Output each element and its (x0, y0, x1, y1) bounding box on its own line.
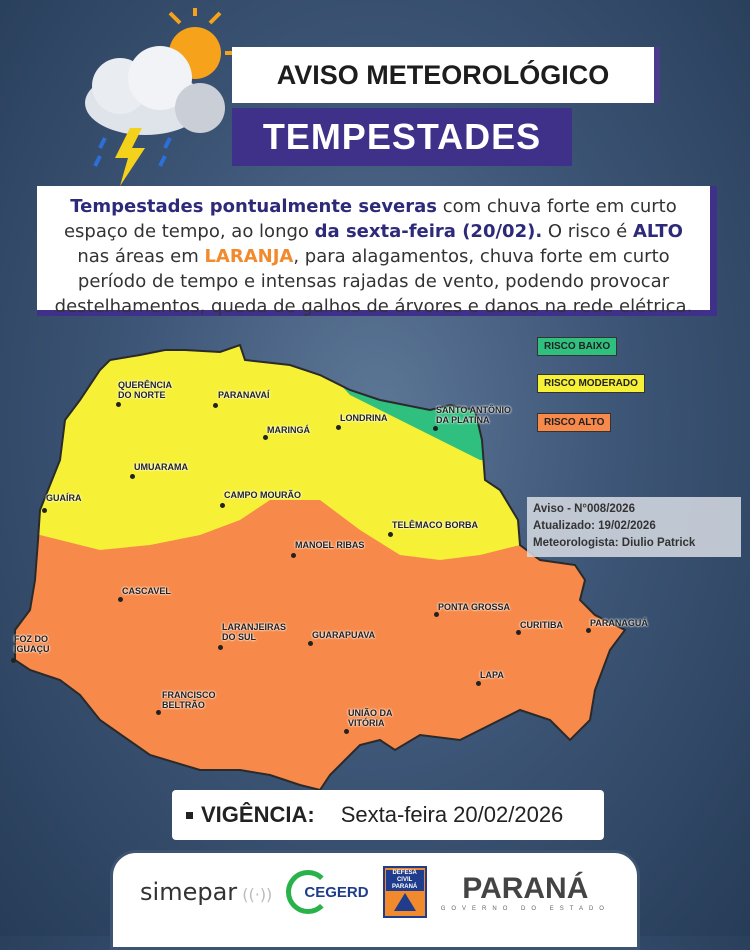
city-label: CASCAVEL (122, 586, 171, 596)
city-marker (434, 612, 439, 617)
city-label: UNIÃO DA VITÓRIA (348, 708, 393, 728)
city-label: LAPA (480, 670, 504, 680)
legend-moderate: RISCO MODERADO (537, 374, 645, 393)
cegerd-logo: CEGERD (286, 870, 369, 914)
city-label: LONDRINA (340, 413, 388, 423)
legend-low: RISCO BAIXO (537, 337, 618, 356)
simepar-logo: simepar ((·)) (140, 878, 273, 906)
city-label: PONTA GROSSA (438, 602, 511, 612)
city-label: GUARAPUAVA (312, 630, 376, 640)
city-marker (218, 645, 223, 650)
city-marker (586, 628, 591, 633)
updated-date: Atualizado: 19/02/2026 (533, 520, 656, 532)
city-label: PARANAGUÁ (590, 618, 648, 628)
city-marker (263, 435, 268, 440)
defesa-civil-triangle-icon (393, 893, 416, 911)
validity-bar: VIGÊNCIA: Sexta-feira 20/02/2026 (172, 790, 604, 840)
city-marker (344, 729, 349, 734)
city-marker (42, 508, 47, 513)
city-marker (388, 532, 393, 537)
city-label: MARINGÁ (267, 425, 310, 435)
city-marker (220, 503, 225, 508)
defesa-civil-logo: DEFESA CIVIL PARANÁ (382, 866, 427, 918)
footer-logos: simepar ((·)) CEGERD DEFESA CIVIL PARANÁ… (110, 850, 640, 950)
city-label: SANTO ANTÔNIO DA PLATINA (436, 405, 512, 425)
city-marker (336, 425, 341, 430)
city-marker (476, 681, 481, 686)
city-label: UMUARAMA (134, 462, 188, 472)
city-label: MANOEL RIBAS (295, 540, 365, 550)
meteorologist: Meteorologista: Diulio Patrick (533, 537, 696, 549)
city-marker (213, 403, 218, 408)
city-marker (516, 630, 521, 635)
city-marker (433, 426, 438, 431)
city-marker (118, 597, 123, 602)
city-label: GUAÍRA (46, 493, 82, 503)
city-marker (308, 641, 313, 646)
city-marker (11, 658, 16, 663)
page-subtitle: TEMPESTADES (232, 108, 572, 166)
city-marker (130, 474, 135, 479)
city-label: QUERÊNCIA DO NORTE (118, 380, 173, 400)
city-label: FRANCISCO BELTRÃO (162, 690, 216, 710)
bullet-icon (186, 811, 193, 819)
warning-info-box: Aviso - N°008/2026 Atualizado: 19/02/202… (527, 497, 741, 557)
city-label: FOZ DO IGUAÇU (14, 634, 50, 654)
city-label: CAMPO MOURÃO (224, 490, 301, 500)
warning-description: Tempestades pontualmente severas com chu… (37, 186, 717, 317)
city-label: LARANJEIRAS DO SUL (222, 622, 287, 642)
city-label: CURITIBA (520, 620, 563, 630)
city-marker (116, 402, 121, 407)
parana-logo: PARANÁ GOVERNO DO ESTADO (440, 872, 610, 912)
page-title: AVISO METEOROLÓGICO (232, 47, 660, 103)
cegerd-icon (286, 870, 331, 914)
city-label: PARANAVAÍ (218, 390, 270, 400)
legend-high: RISCO ALTO (537, 413, 612, 432)
validity-label: VIGÊNCIA: (201, 802, 315, 827)
city-marker (291, 553, 296, 558)
city-marker (156, 710, 161, 715)
weather-storm-icon (85, 8, 238, 186)
warning-number: Aviso - N°008/2026 (533, 503, 635, 515)
defesa-civil-text: DEFESA CIVIL PARANÁ (385, 870, 424, 891)
city-label: TELÊMACO BORBA (392, 520, 478, 530)
validity-value: Sexta-feira 20/02/2026 (340, 802, 564, 827)
